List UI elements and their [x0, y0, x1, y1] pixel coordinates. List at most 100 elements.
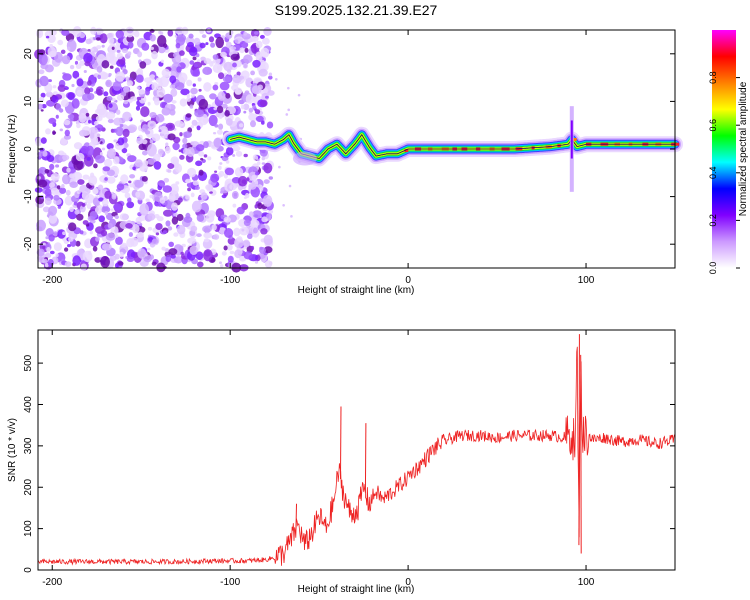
noise-blob: [96, 89, 103, 95]
noise-blob: [64, 129, 71, 137]
noise-blob: [225, 32, 233, 39]
noise-blob: [165, 254, 172, 263]
noise-blob: [198, 151, 205, 157]
noise-blob: [49, 163, 55, 170]
noise-blob: [52, 130, 56, 135]
noise-blob: [200, 192, 208, 200]
noise-blob: [203, 232, 213, 239]
noise-blob: [123, 86, 130, 93]
snr-background: [38, 330, 675, 570]
noise-blob: [89, 133, 95, 139]
noise-blob: [263, 246, 273, 254]
noise-blob: [260, 228, 268, 235]
noise-blob: [111, 46, 115, 50]
noise-blob: [62, 231, 66, 235]
noise-blob: [238, 185, 243, 191]
noise-blob: [165, 142, 169, 147]
noise-blob: [102, 198, 109, 207]
colorbar-tick-label: 0.8: [708, 71, 718, 84]
noise-blob: [187, 167, 197, 178]
noise-blob: [133, 30, 140, 38]
noise-blob: [128, 232, 133, 237]
noise-blob: [237, 175, 248, 187]
noise-blob: [214, 124, 219, 128]
noise-blob: [40, 137, 47, 144]
noise-blob: [34, 187, 43, 193]
noise-blob: [141, 139, 148, 145]
noise-blob: [120, 242, 127, 248]
noise-blob: [142, 150, 148, 156]
noise-blob: [67, 114, 75, 120]
noise-blob: [254, 155, 259, 160]
noise-blob: [227, 255, 234, 263]
noise-blob: [254, 109, 261, 115]
noise-blob: [180, 251, 184, 255]
noise-blob: [222, 76, 232, 83]
noise-blob: [116, 52, 123, 60]
noise-blob: [213, 234, 220, 240]
noise-blob: [93, 163, 98, 169]
noise-blob: [236, 206, 245, 215]
noise-blob: [232, 62, 237, 68]
noise-blob: [212, 84, 219, 91]
noise-blob: [139, 61, 147, 69]
noise-blob: [174, 82, 185, 91]
noise-blob: [145, 198, 150, 202]
noise-blob: [48, 234, 55, 242]
noise-blob: [230, 53, 240, 61]
noise-blob: [141, 176, 148, 182]
x-tick-label: 100: [578, 577, 595, 588]
noise-blob: [92, 187, 99, 194]
noise-blob: [157, 148, 164, 155]
noise-blob: [87, 80, 92, 86]
noise-blob: [164, 146, 171, 154]
noise-blob: [37, 103, 43, 110]
noise-blob: [201, 34, 207, 39]
noise-blob: [191, 200, 202, 213]
noise-blob: [189, 245, 198, 255]
noise-blob: [212, 54, 219, 60]
noise-blob: [261, 156, 265, 161]
noise-blob: [234, 249, 242, 259]
noise-blob: [221, 103, 228, 109]
noise-blob: [92, 197, 100, 206]
noise-blob: [44, 188, 52, 197]
noise-blob: [139, 203, 150, 216]
noise-dot: [287, 86, 290, 90]
noise-blob: [219, 261, 222, 265]
noise-blob: [115, 71, 126, 82]
noise-blob: [261, 162, 266, 165]
noise-blob: [48, 117, 57, 124]
noise-blob: [104, 190, 112, 199]
noise-blob: [231, 191, 239, 199]
noise-blob: [95, 236, 100, 242]
x-tick-label: -100: [220, 275, 240, 286]
noise-blob: [94, 206, 102, 214]
noise-blob: [111, 97, 116, 102]
noise-blob: [116, 109, 121, 115]
noise-blob: [90, 26, 97, 35]
noise-blob: [48, 213, 58, 224]
snr-spike: [295, 503, 298, 529]
noise-blob: [143, 160, 149, 167]
noise-blob: [256, 161, 261, 166]
noise-blob: [72, 26, 82, 38]
y-tick-label: -10: [23, 189, 34, 204]
noise-blob: [116, 183, 125, 191]
noise-blob: [170, 156, 179, 165]
snr-y-label: SNR (10 * v/v): [7, 418, 18, 482]
noise-blob: [207, 156, 212, 161]
noise-blob: [194, 186, 200, 190]
noise-blob: [251, 85, 262, 95]
noise-blob: [151, 51, 158, 60]
noise-blob: [162, 230, 168, 234]
noise-blob: [111, 194, 117, 200]
noise-blob: [260, 47, 270, 58]
noise-blob: [263, 179, 270, 185]
noise-blob: [194, 64, 198, 68]
noise-blob: [64, 247, 69, 252]
noise-blob: [109, 255, 117, 261]
colorbar-label: Normalized spectral amplitude: [738, 81, 749, 216]
noise-blob: [196, 233, 202, 238]
